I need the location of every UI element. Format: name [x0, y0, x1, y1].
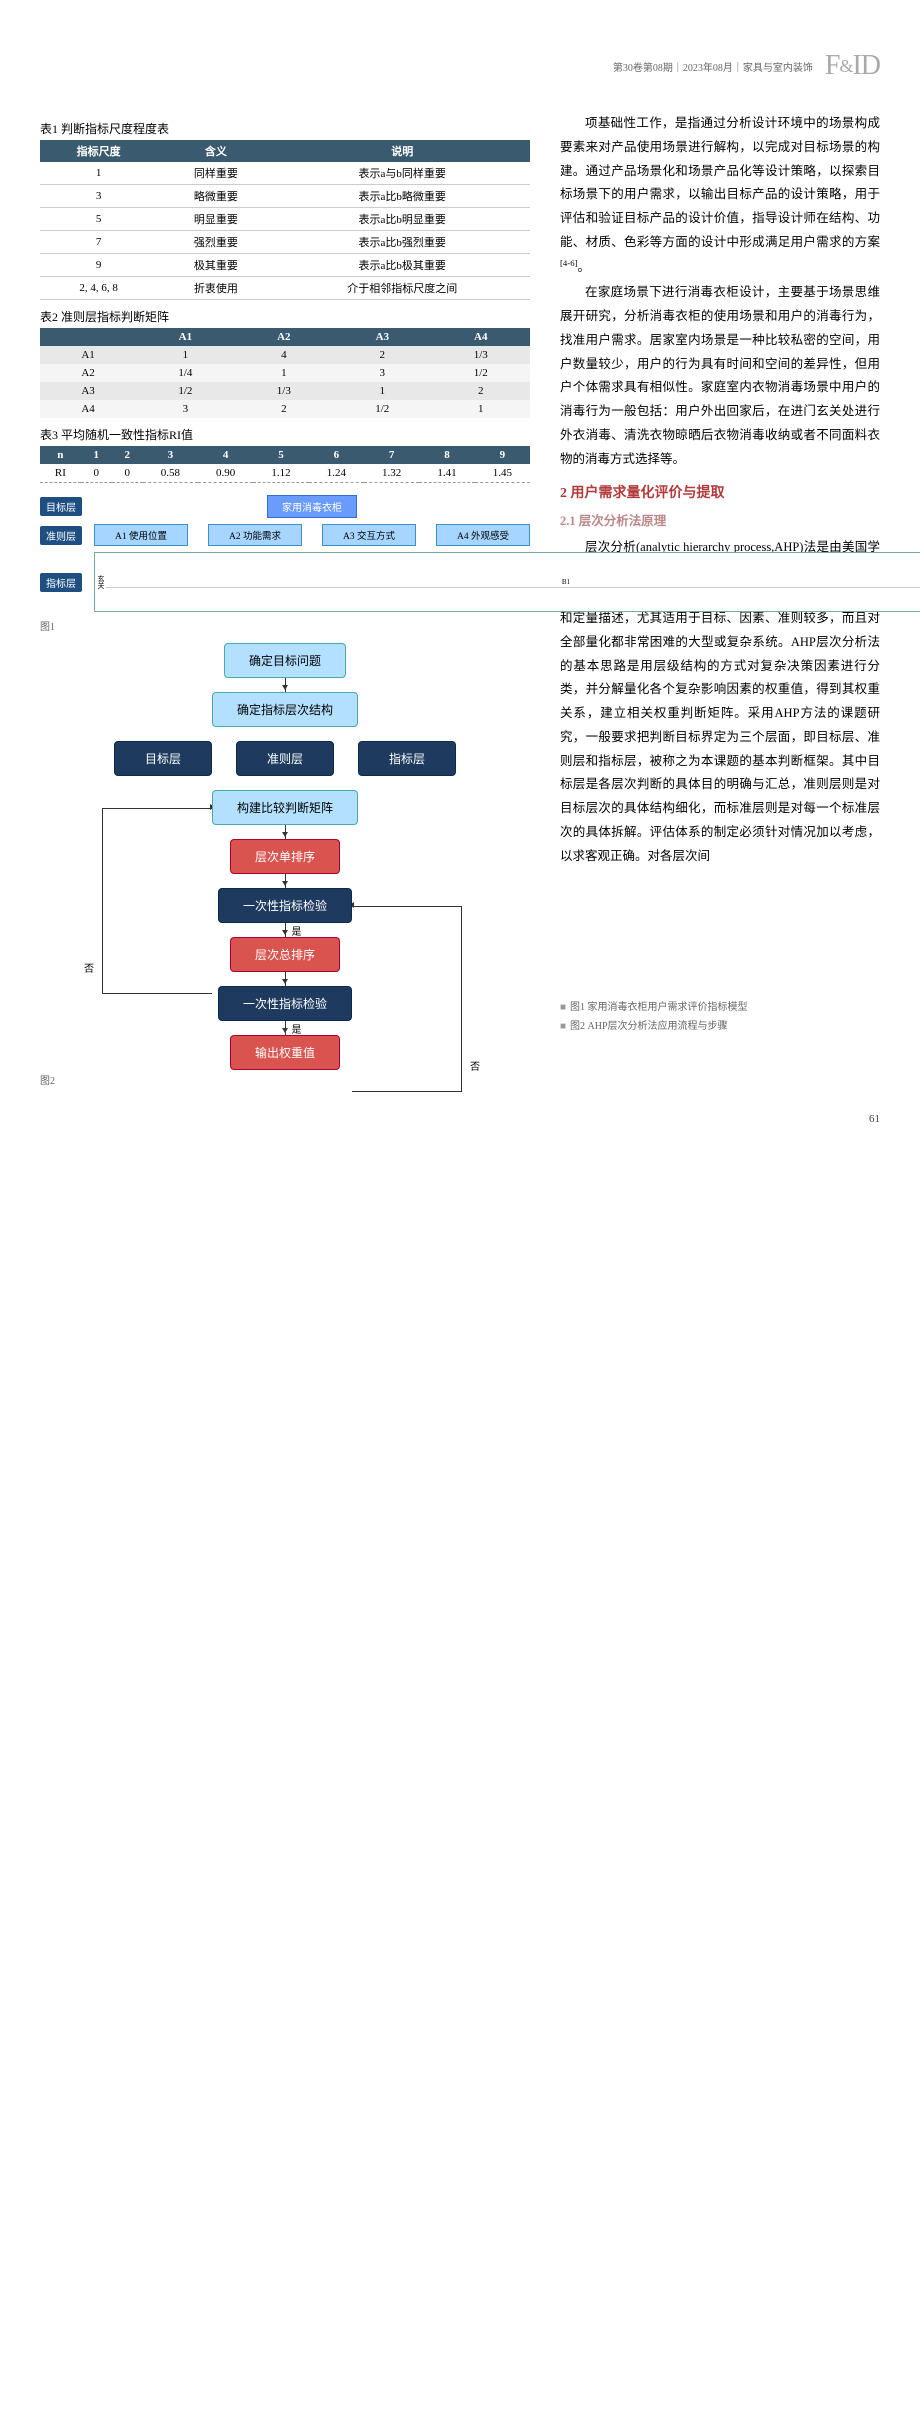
flow-criteria-layer: 准则层: [236, 741, 334, 776]
table-row: 7强烈重要表示a比b强烈重要: [40, 231, 530, 254]
col-header: 6: [309, 446, 364, 464]
flow-yes-1: 是: [292, 923, 302, 938]
col-header: 1: [81, 446, 112, 464]
col-header: 指标尺度: [40, 140, 157, 162]
figure1-hierarchy: 目标层 家用消毒衣柜 准则层 A1 使用位置 A2 功能需求 A3 交互方式 A4 外…: [40, 495, 530, 612]
col-header: 3: [143, 446, 198, 464]
table2-title: 表2 准则层指标判断矩阵: [40, 308, 530, 325]
col-header: A1: [136, 328, 234, 346]
caption-fig1: 图1 家用消毒衣柜用户需求评价指标模型: [560, 998, 880, 1017]
flow-goal-layer: 目标层: [114, 741, 212, 776]
page-header: 第30卷第08期｜2023年08月｜家具与室内装饰 F&ID: [40, 50, 880, 82]
col-header: 8: [419, 446, 474, 464]
bottom-captions: 图1 家用消毒衣柜用户需求评价指标模型 图2 AHP层次分析法应用流程与步骤: [560, 998, 880, 1036]
flow-s7: 一次性指标检验: [218, 986, 352, 1021]
hier-criteria-box: A4 外观感受: [436, 524, 530, 546]
flow-s4: 层次单排序: [230, 839, 340, 874]
flow-s2: 确定指标层次结构: [212, 692, 358, 727]
col-header: [40, 328, 136, 346]
hier-criteria-box: A3 交互方式: [322, 524, 416, 546]
flow-index-layer: 指标层: [358, 741, 456, 776]
table-row: 5明显重要表示a比b明显重要: [40, 208, 530, 231]
col-header: 4: [198, 446, 253, 464]
page-number: 61: [40, 1113, 880, 1125]
journal-logo: F&ID: [825, 50, 880, 82]
col-header: 9: [475, 446, 530, 464]
flow-s3: 构建比较判断矩阵: [212, 790, 358, 825]
level-label-goal: 目标层: [40, 497, 82, 516]
col-header: 说明: [275, 140, 531, 162]
flow-s1: 确定目标问题: [224, 643, 346, 678]
col-header: A3: [333, 328, 431, 346]
hier-criteria-box: A2 功能需求: [208, 524, 302, 546]
flow-s6: 层次总排序: [230, 937, 340, 972]
section-2-1-heading: 2.1 层次分析法原理: [560, 510, 880, 534]
table-row: A11421/3: [40, 346, 530, 364]
table-row: 3略微重要表示a比b略微重要: [40, 185, 530, 208]
issue-text: 第30卷第08期｜2023年08月｜家具与室内装饰: [613, 59, 813, 74]
table-row: 1同样重要表示a与b同样重要: [40, 162, 530, 185]
figure1-caption: 图1: [40, 618, 530, 633]
col-header: 含义: [157, 140, 274, 162]
section-2-heading: 2 用户需求量化评价与提取: [560, 481, 880, 508]
para-2: 在家庭场景下进行消毒衣柜设计，主要基于场景思维展开研究，分析消毒衣柜的使用场景和…: [560, 281, 880, 471]
col-header: 5: [253, 446, 308, 464]
col-header: n: [40, 446, 81, 464]
col-header: A2: [235, 328, 333, 346]
hier-leaf: B1玄关: [94, 552, 920, 612]
caption-fig2: 图2 AHP层次分析法应用流程与步骤: [560, 1017, 880, 1036]
hier-top: 家用消毒衣柜: [267, 495, 357, 518]
table-row: 9极其重要表示a比b极其重要: [40, 254, 530, 277]
table3-title: 表3 平均随机一致性指标RI值: [40, 426, 530, 443]
flow-yes-2: 是: [292, 1021, 302, 1036]
para-1: 项基础性工作，是指通过分析设计环境中的场景构成要素来对产品使用场景进行解构，以完…: [560, 112, 880, 279]
table-row: A21/4131/2: [40, 364, 530, 382]
figure2-flowchart: 确定目标问题 确定指标层次结构 目标层 准则层 指标层 构建比较判断矩阵 否 层…: [40, 643, 530, 1070]
col-header: A4: [432, 328, 530, 346]
col-header: 2: [112, 446, 143, 464]
col-header: 7: [364, 446, 419, 464]
flow-s8: 输出权重值: [230, 1035, 340, 1070]
table3: n123456789 RI000.580.901.121.241.321.411…: [40, 446, 530, 483]
flow-no-left: 否: [84, 960, 94, 975]
flow-s5: 一次性指标检验: [218, 888, 352, 923]
table2: A1A2A3A4 A11421/3A21/4131/2A31/21/312A43…: [40, 328, 530, 418]
table-row: RI000.580.901.121.241.321.411.45: [40, 464, 530, 483]
level-label-criteria: 准则层: [40, 526, 82, 545]
table-row: 2, 4, 6, 8折衷使用介于相邻指标尺度之间: [40, 277, 530, 300]
hier-criteria-box: A1 使用位置: [94, 524, 188, 546]
table-row: A4321/21: [40, 400, 530, 418]
table-row: A31/21/312: [40, 382, 530, 400]
flow-no-right: 否: [470, 1058, 480, 1073]
table1-title: 表1 判断指标尺度程度表: [40, 120, 530, 137]
table1: 指标尺度含义说明 1同样重要表示a与b同样重要3略微重要表示a比b略微重要5明显…: [40, 140, 530, 300]
level-label-index: 指标层: [40, 573, 82, 592]
